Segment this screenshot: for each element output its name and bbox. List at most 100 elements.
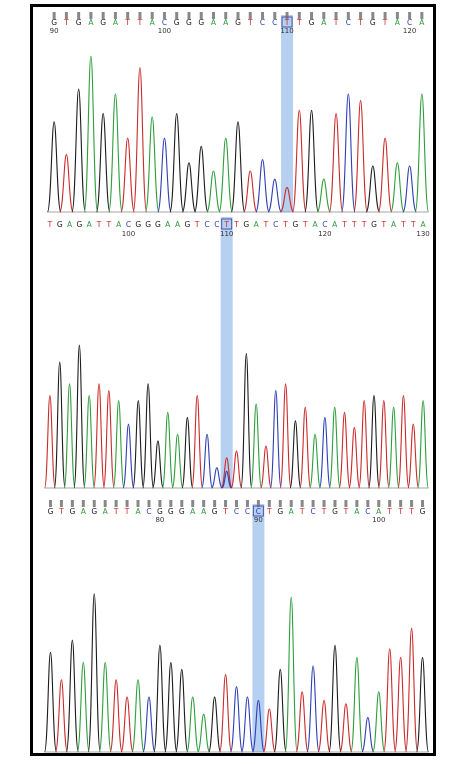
trace-peak <box>348 426 361 489</box>
trace-peak <box>46 121 62 213</box>
base-letter: C <box>162 18 167 27</box>
base-letter: T <box>361 220 367 229</box>
base-letter: T <box>397 507 403 516</box>
base-letter: T <box>299 507 305 516</box>
trace-peak <box>251 699 265 753</box>
base-letter: A <box>135 507 141 516</box>
trace-peak <box>240 353 253 489</box>
ruler-tick <box>81 500 85 507</box>
base-letter: G <box>277 507 283 516</box>
base-letter: T <box>137 18 143 27</box>
base-letter: T <box>351 220 357 229</box>
base-letter: T <box>106 220 112 229</box>
highlight-band <box>281 15 294 212</box>
trace-peak <box>394 656 408 753</box>
trace-peak <box>181 162 197 213</box>
base-letter: C <box>407 18 412 27</box>
ruler-tick <box>421 500 425 507</box>
ruler-tick <box>126 12 130 19</box>
trace-peak <box>54 679 68 753</box>
trace-peak <box>317 699 331 753</box>
chromatogram-panel-3: G T G A G A T T A C G G G A A G T C C C T G A T C T G T A C A T T T G80 90 1… <box>43 500 430 753</box>
base-letter: T <box>223 220 229 229</box>
base-letter: T <box>222 507 228 516</box>
ruler-tick <box>136 500 140 507</box>
base-letter: T <box>343 507 349 516</box>
base-letter: G <box>157 507 163 516</box>
position-label: 80 <box>155 516 164 524</box>
ruler-tick <box>89 12 93 19</box>
trace-peak <box>273 668 287 753</box>
position-label: 100 <box>158 27 171 35</box>
trace-peak <box>171 433 184 489</box>
ruler-tick <box>48 500 52 507</box>
trace-peak <box>181 416 194 489</box>
highlight-band <box>220 217 233 488</box>
base-letter: T <box>233 220 239 229</box>
base-letter: T <box>302 220 308 229</box>
trace-peak <box>151 440 164 489</box>
ruler-tick <box>256 500 260 507</box>
base-letter: G <box>420 507 426 516</box>
trace-peak <box>267 178 283 213</box>
ruler-tick <box>322 500 326 507</box>
base-letter: A <box>88 18 94 27</box>
base-letter: G <box>168 507 174 516</box>
ruler-tick <box>180 500 184 507</box>
base-letter: C <box>273 220 278 229</box>
trace-peak <box>132 400 145 489</box>
ruler-tick <box>388 500 392 507</box>
trace-peak <box>390 162 405 213</box>
trace-peak <box>153 644 167 753</box>
base-letter: G <box>293 220 299 229</box>
trace-peak <box>83 55 99 213</box>
ruler-tick <box>235 500 238 507</box>
base-letter: G <box>212 507 218 516</box>
trace-peak <box>230 121 246 213</box>
base-letter: T <box>386 507 392 516</box>
trace-peak <box>318 416 331 489</box>
base-letter: G <box>76 18 82 27</box>
trace-peak <box>63 383 76 489</box>
trace-peak <box>377 137 393 213</box>
base-letter: A <box>254 220 260 229</box>
base-letter: G <box>371 220 377 229</box>
trace-peak <box>260 445 272 489</box>
trace-peak <box>43 651 58 753</box>
trace-peak <box>328 113 344 213</box>
ruler-tick <box>366 500 370 507</box>
ruler-tick <box>175 12 179 19</box>
trace-peak <box>328 644 342 753</box>
base-letter: T <box>113 507 119 516</box>
base-letter: G <box>76 220 82 229</box>
base-letter: A <box>395 18 401 27</box>
trace-peak <box>87 593 101 753</box>
ruler-tick <box>273 12 277 19</box>
ruler-tick <box>114 500 118 507</box>
base-letter: T <box>381 220 387 229</box>
base-letter: T <box>47 220 53 229</box>
trace-peak <box>230 450 243 489</box>
trace-peak <box>350 656 364 753</box>
position-label: 110 <box>220 230 233 238</box>
base-letter: T <box>333 18 339 27</box>
highlighted-base-box <box>252 505 264 517</box>
trace-peak <box>341 93 356 213</box>
base-letter: C <box>365 507 370 516</box>
base-letter: T <box>382 18 388 27</box>
base-letter: T <box>282 220 288 229</box>
base-letter: G <box>179 507 185 516</box>
ruler-tick <box>322 12 326 19</box>
base-letter: T <box>410 220 416 229</box>
ruler-tick <box>311 500 315 507</box>
trace-peak <box>405 627 419 753</box>
trace-peak <box>157 137 172 213</box>
ruler-tick <box>267 500 271 507</box>
ruler-tick <box>224 12 228 19</box>
base-letter: G <box>243 220 249 229</box>
chromatogram-panel-2: T G A G A T T A C G G G A A G T C C T T G A T C T G T A C A T T T G T A T T A1… <box>43 217 430 489</box>
ruler-tick <box>92 500 96 507</box>
trace-peak <box>108 93 123 213</box>
trace-peak <box>98 662 112 753</box>
trace-peak <box>144 116 160 213</box>
